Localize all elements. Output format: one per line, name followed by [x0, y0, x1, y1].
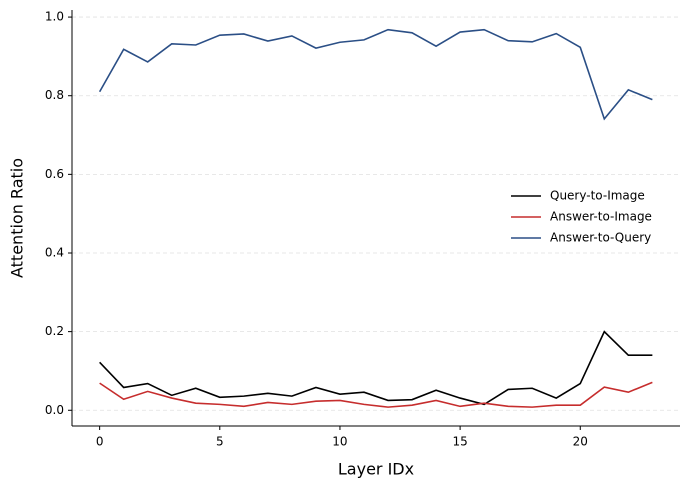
series-line	[99, 381, 653, 408]
x-tick-label: 0	[96, 435, 104, 449]
y-tick-label: 0.4	[45, 245, 64, 259]
x-tick-label: 10	[332, 435, 347, 449]
y-tick-label: 0.2	[45, 324, 64, 338]
y-tick-label: 1.0	[45, 10, 64, 24]
series-line	[98, 28, 653, 121]
legend-label: Answer-to-Image	[550, 210, 652, 224]
legend-label: Answer-to-Query	[550, 231, 651, 245]
x-tick-label: 20	[573, 435, 588, 449]
y-tick-label: 0.8	[45, 88, 64, 102]
legend-label: Query-to-Image	[550, 189, 645, 203]
y-axis-title: Attention Ratio	[8, 158, 27, 278]
x-tick-label: 15	[452, 435, 467, 449]
series-line	[99, 330, 653, 406]
y-tick-label: 0.0	[45, 403, 64, 417]
x-tick-label: 5	[216, 435, 224, 449]
y-tick-label: 0.6	[45, 167, 64, 181]
x-axis-title: Layer IDx	[338, 460, 414, 479]
